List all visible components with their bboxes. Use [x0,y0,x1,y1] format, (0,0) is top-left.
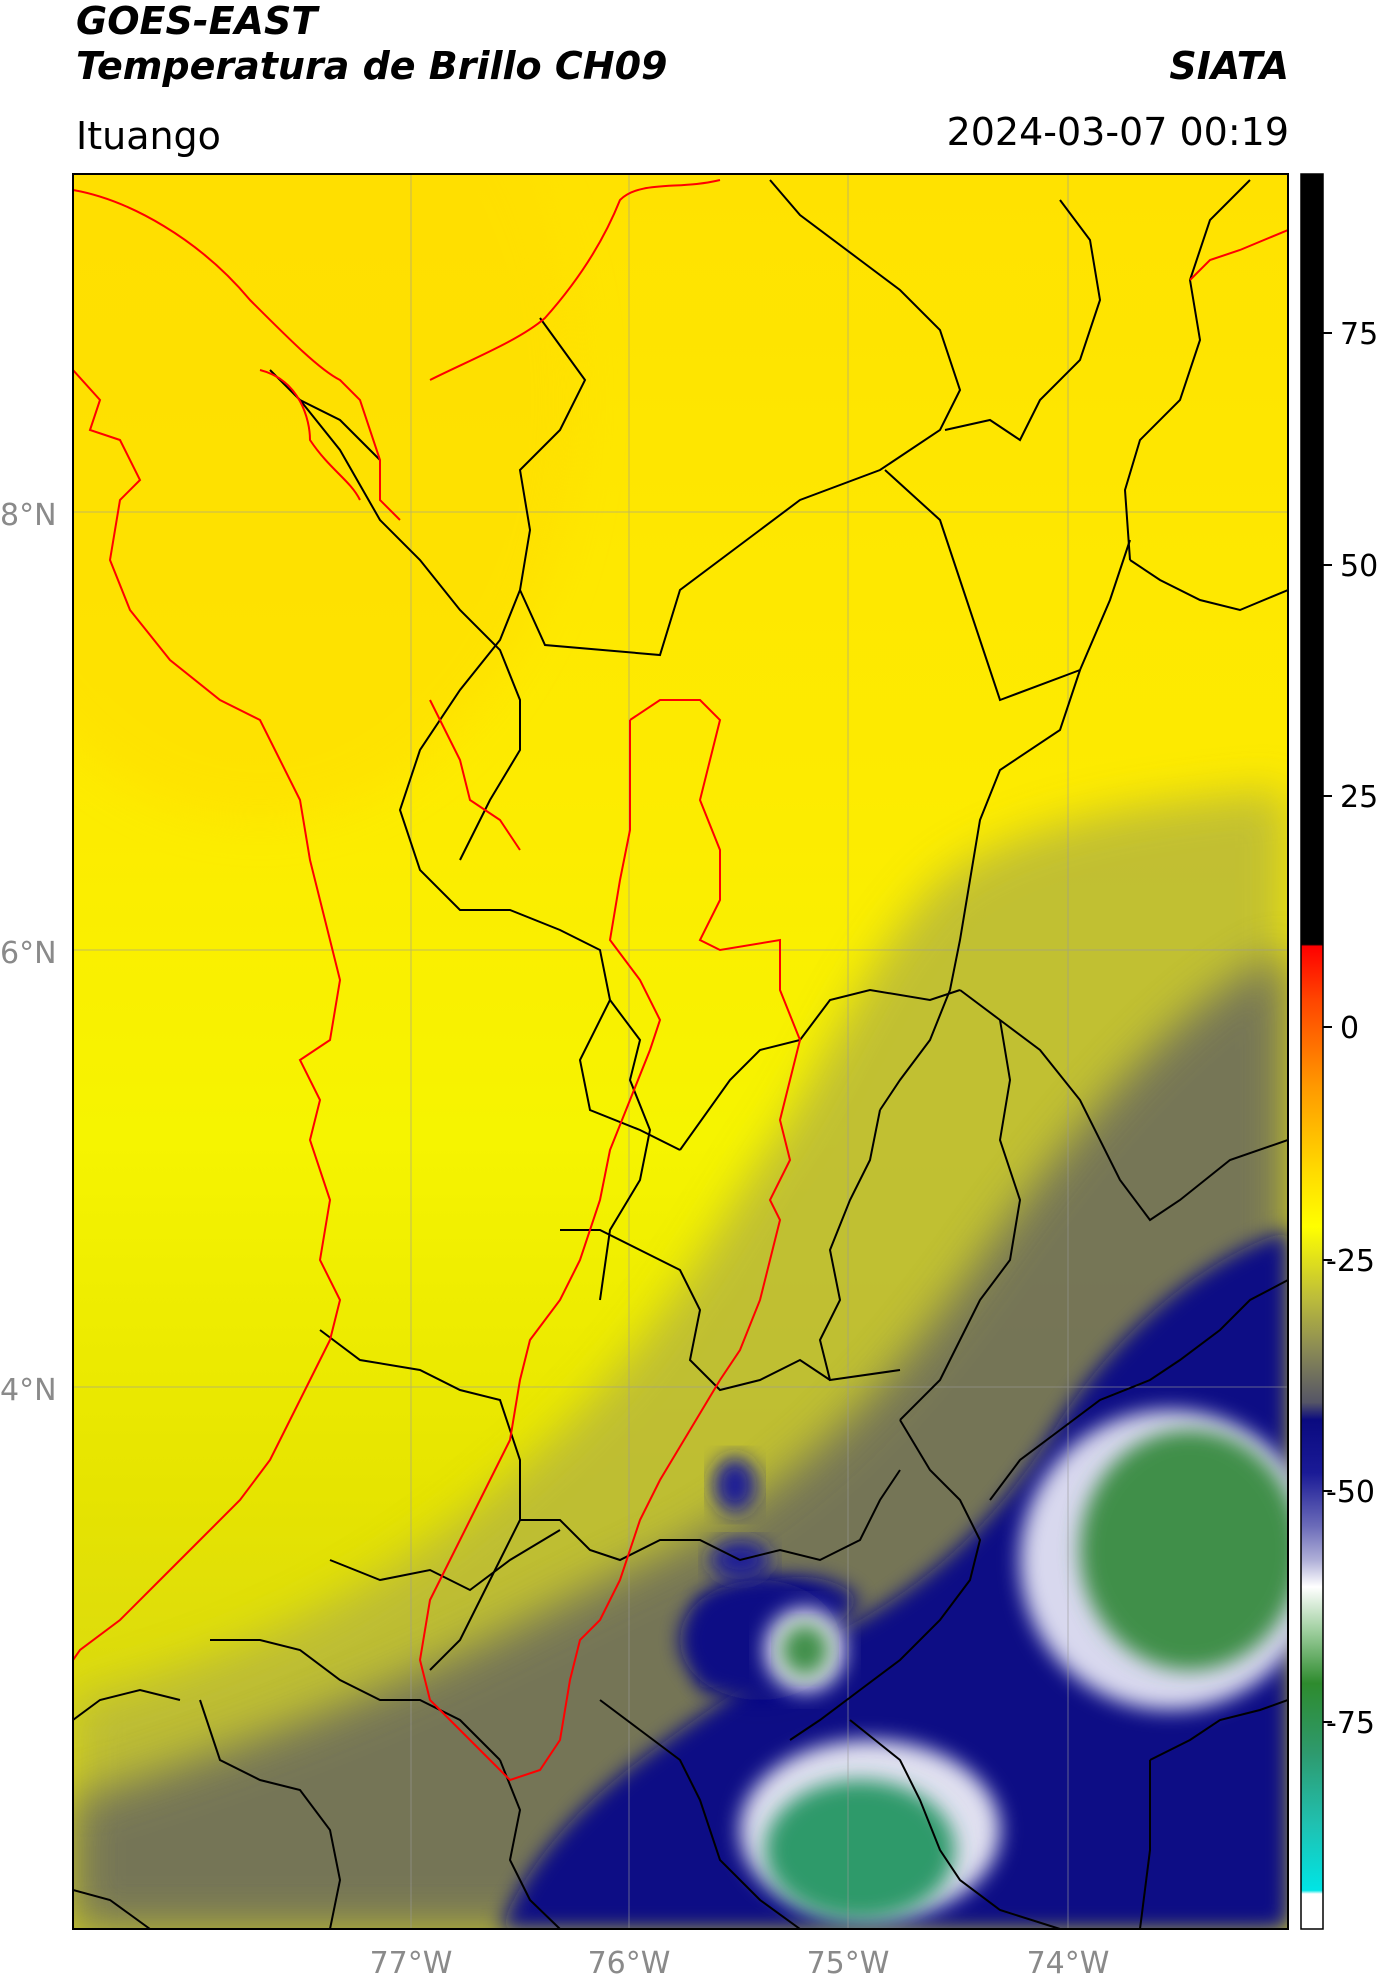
colorbar: 75 50 25 0 -25 -50 -75 [1300,173,1378,1930]
organization-label: SIATA [1169,44,1289,88]
lon-axis: 77°W 76°W 75°W 74°W [370,1946,1110,1981]
graticule [73,174,1288,1929]
lon-tick-label: 77°W [370,1946,453,1981]
colorbar-tick-label: -75 [1326,1706,1375,1741]
department-boundaries [73,179,1288,1929]
lon-tick-label: 76°W [588,1946,671,1981]
map-frame [72,173,1289,1930]
coastline-and-watershed [73,179,1288,1782]
lon-tick-label: 75°W [807,1946,890,1981]
colorbar-tick-label: 25 [1340,780,1378,815]
region-label: Ituango [76,114,221,158]
colorbar-gradient [1300,173,1324,1930]
colorbar-tick-label: -25 [1326,1244,1375,1279]
colorbar-tick-label: -50 [1326,1475,1375,1510]
brightness-temperature-field [73,174,1288,1929]
lat-tick-label: 6°N [0,936,57,971]
lon-tick-label: 74°W [1027,1946,1110,1981]
lat-axis: 8°N 6°N 4°N [0,498,57,1408]
datetime-label: 2024-03-07 00:19 [946,110,1289,154]
colorbar-tick-label: 50 [1340,549,1378,584]
lat-tick-label: 4°N [0,1373,57,1408]
product-title: Temperatura de Brillo CH09 [76,44,668,88]
satellite-title: GOES-EAST [76,0,318,43]
lat-tick-label: 8°N [0,498,57,533]
colorbar-tick-label: 0 [1340,1011,1359,1046]
colorbar-tick-label: 75 [1340,317,1378,352]
